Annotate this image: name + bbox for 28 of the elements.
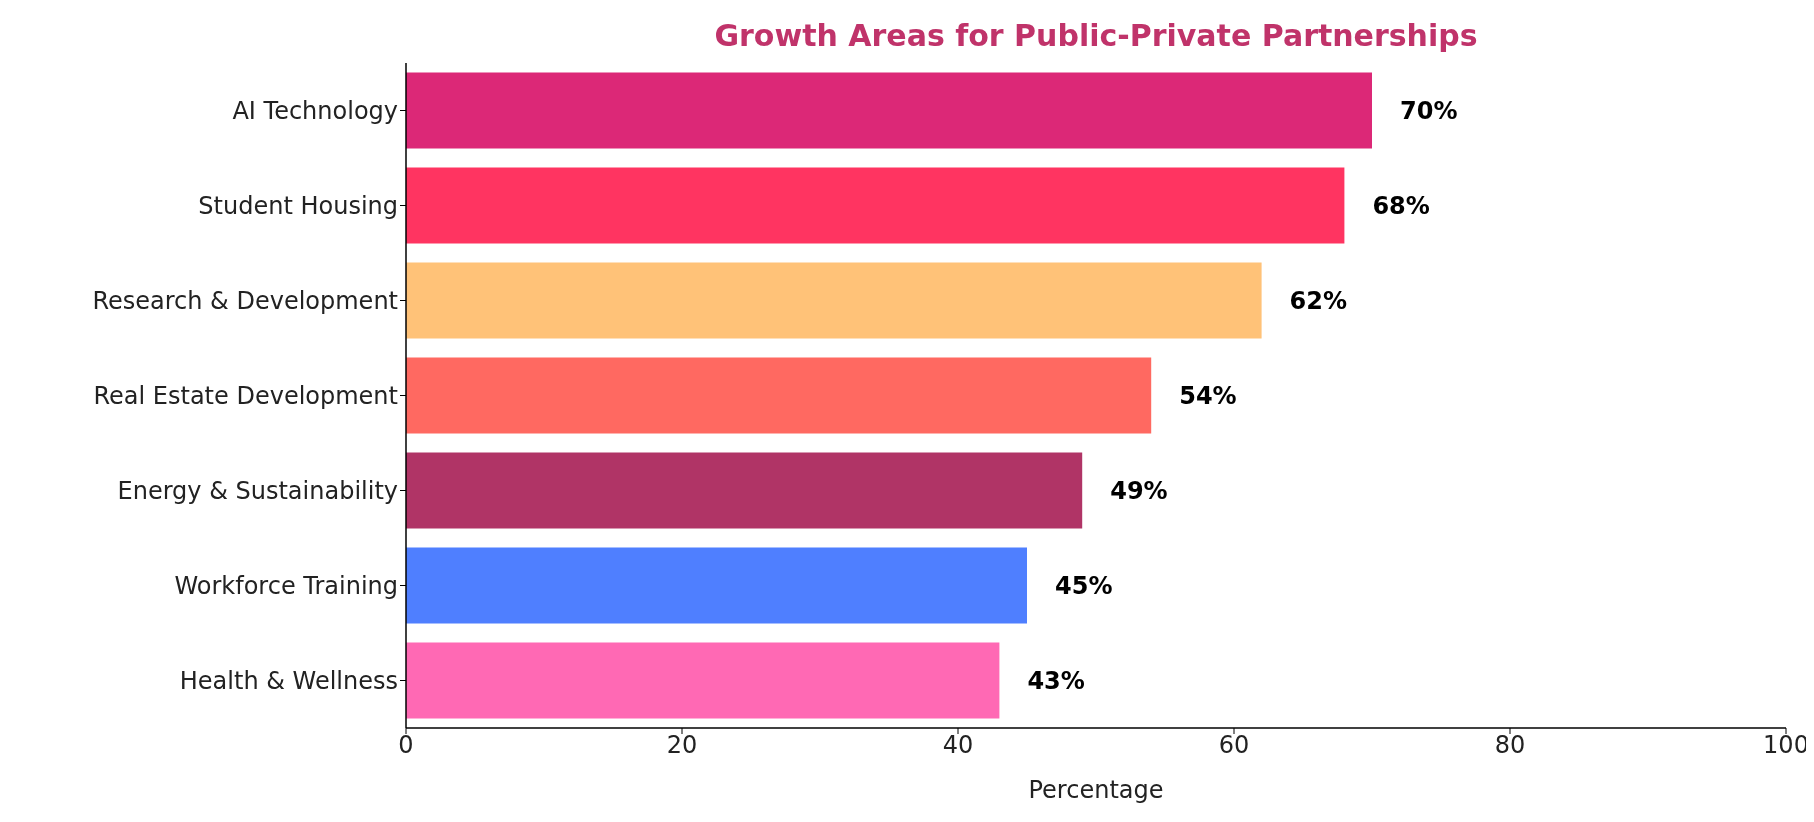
x-tick-label: 40 — [942, 731, 974, 760]
x-axis-title: Percentage — [1028, 776, 1164, 804]
bar — [406, 357, 1152, 434]
bar — [406, 642, 1000, 719]
x-tick-label: 60 — [1218, 731, 1250, 760]
data-label: 45% — [1055, 571, 1113, 600]
data-label: 54% — [1179, 381, 1237, 410]
x-tick-label: 20 — [666, 731, 698, 760]
data-label: 49% — [1110, 476, 1168, 505]
data-label: 70% — [1400, 96, 1458, 125]
bar — [406, 167, 1345, 244]
bar — [406, 547, 1027, 624]
y-tick-label: Workforce Training — [174, 572, 398, 601]
y-tick-label: Energy & Sustainability — [117, 477, 398, 506]
bar — [406, 262, 1262, 339]
chart-title: Growth Areas for Public-Private Partnerships — [713, 18, 1479, 53]
y-tick-label: AI Technology — [232, 97, 398, 126]
data-label: 62% — [1289, 286, 1348, 315]
data-label: 43% — [1027, 666, 1085, 695]
x-tick-label: 0 — [398, 731, 414, 760]
y-tick-label: Real Estate Development — [93, 382, 398, 411]
y-tick-label: Health & Wellness — [179, 667, 398, 696]
y-tick-label: Research & Development — [92, 287, 398, 316]
bar — [406, 452, 1083, 529]
x-tick-label: 80 — [1494, 731, 1526, 760]
y-tick-label: Student Housing — [198, 192, 398, 221]
data-label: 68% — [1372, 191, 1430, 220]
bar — [406, 72, 1372, 149]
